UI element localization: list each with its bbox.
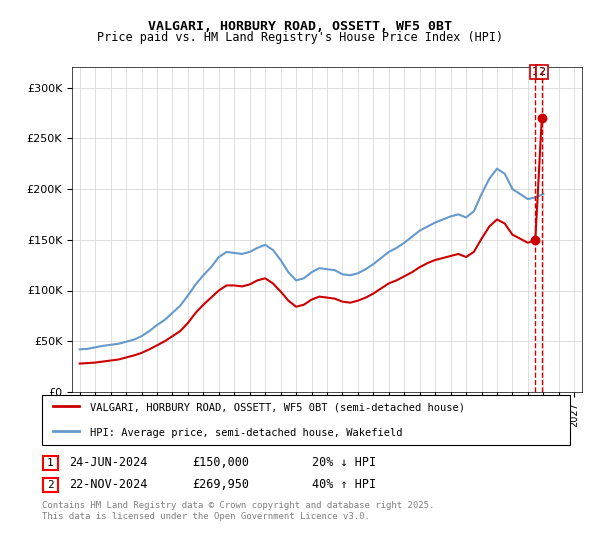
Text: £150,000: £150,000 <box>192 456 249 469</box>
Text: Contains HM Land Registry data © Crown copyright and database right 2025.
This d: Contains HM Land Registry data © Crown c… <box>42 501 434 521</box>
Text: VALGARI, HORBURY ROAD, OSSETT, WF5 0BT: VALGARI, HORBURY ROAD, OSSETT, WF5 0BT <box>148 20 452 32</box>
Text: 20% ↓ HPI: 20% ↓ HPI <box>312 456 376 469</box>
Text: £269,950: £269,950 <box>192 478 249 492</box>
FancyBboxPatch shape <box>43 478 58 492</box>
Text: VALGARI, HORBURY ROAD, OSSETT, WF5 0BT (semi-detached house): VALGARI, HORBURY ROAD, OSSETT, WF5 0BT (… <box>89 403 464 412</box>
Text: 2: 2 <box>538 67 545 77</box>
Text: 2: 2 <box>47 480 54 490</box>
Text: 1: 1 <box>532 67 539 77</box>
Text: 1: 1 <box>47 458 54 468</box>
Text: 40% ↑ HPI: 40% ↑ HPI <box>312 478 376 492</box>
FancyBboxPatch shape <box>43 455 58 470</box>
Text: 22-NOV-2024: 22-NOV-2024 <box>69 478 148 492</box>
FancyBboxPatch shape <box>42 395 570 445</box>
Text: Price paid vs. HM Land Registry's House Price Index (HPI): Price paid vs. HM Land Registry's House … <box>97 31 503 44</box>
Text: 24-JUN-2024: 24-JUN-2024 <box>69 456 148 469</box>
Text: HPI: Average price, semi-detached house, Wakefield: HPI: Average price, semi-detached house,… <box>89 428 402 437</box>
